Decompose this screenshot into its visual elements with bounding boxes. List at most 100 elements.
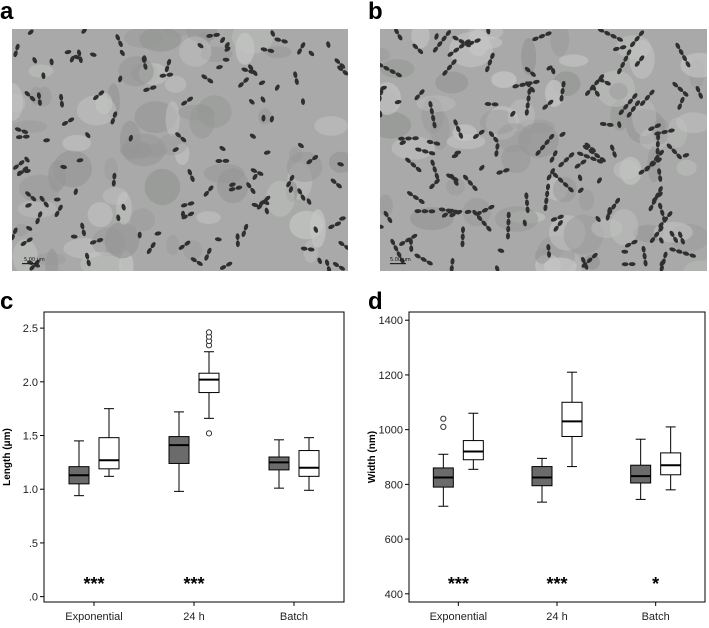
bacterium: [297, 142, 304, 149]
bacterium-cell: [15, 43, 20, 51]
micrograph-halo: [265, 180, 295, 217]
bacterium-cell: [288, 186, 294, 193]
bacterium: [654, 128, 675, 136]
bacterium-cell: [228, 187, 236, 192]
bacterium-cell: [59, 93, 64, 101]
bacterium: [297, 188, 306, 201]
bacterium-cell: [263, 200, 270, 206]
bacterium-cell: [568, 186, 574, 193]
bacterium: [248, 99, 255, 105]
bacterium-cell: [550, 217, 558, 222]
bacterium: [641, 245, 648, 267]
bacterium: [269, 115, 274, 123]
bacterium: [659, 260, 665, 267]
bacterium-cell: [432, 46, 439, 53]
bacterium: [399, 140, 407, 145]
bacterium-cell: [460, 240, 465, 248]
bacterium-cell: [313, 226, 319, 233]
bacterium: [172, 147, 179, 153]
bacterium: [219, 261, 233, 270]
bacterium-cell: [61, 120, 69, 126]
bacterium-cell: [30, 195, 37, 202]
bacterium-cell: [81, 29, 87, 34]
micrograph-halo: [118, 56, 154, 87]
bacterium: [235, 233, 240, 248]
bacterium-cell: [580, 159, 587, 165]
bacterium: [672, 81, 689, 97]
bacterium: [263, 200, 270, 206]
bacterium-cell: [449, 212, 456, 218]
bacterium-cell: [677, 103, 682, 110]
bacterium-cell: [532, 79, 540, 84]
bacterium: [286, 174, 295, 188]
bacterium-cell: [241, 67, 249, 72]
bacterium: [390, 238, 405, 264]
bacterium-cell: [626, 49, 632, 56]
bacterium-cell: [621, 249, 629, 254]
bacterium-cell: [26, 225, 33, 231]
bacterium-cell: [639, 55, 645, 62]
bacterium-cell: [449, 264, 454, 271]
bacterium-cell: [389, 69, 396, 74]
bacterium: [488, 131, 499, 143]
bacterium-cell: [197, 43, 204, 49]
bacterium-cell: [207, 247, 212, 255]
bacterium-cell: [53, 197, 61, 202]
bacterium-cell: [491, 102, 499, 107]
bacterium-cell: [190, 175, 195, 182]
micrograph-halo: [380, 82, 402, 115]
bacterium-cell: [180, 136, 187, 143]
bacterium-cell: [37, 211, 43, 218]
bacterium: [60, 164, 67, 170]
bacterium-cell: [660, 209, 665, 216]
bacterium: [609, 144, 617, 158]
bacterium-cell: [328, 224, 335, 230]
bacterium-cell: [306, 198, 312, 205]
bacterium: [116, 214, 121, 222]
bacterium: [546, 244, 552, 258]
bacterium-cell: [452, 176, 459, 182]
bacterium-cell: [582, 144, 589, 150]
bacterium-cell: [680, 96, 685, 104]
bacterium: [464, 209, 472, 214]
bacterium: [111, 172, 117, 187]
bacterium-cell: [525, 81, 531, 88]
bacterium-cell: [558, 161, 565, 168]
bacterium: [394, 100, 402, 105]
bacterium: [89, 52, 97, 57]
bacterium: [677, 231, 685, 245]
bacterium-cell: [297, 142, 304, 149]
bacterium: [229, 182, 236, 187]
bacterium: [549, 150, 558, 163]
bacterium: [495, 265, 500, 271]
micrograph-halo: [314, 116, 348, 136]
bacterium-cell: [654, 231, 660, 238]
bacterium: [414, 89, 425, 101]
bacterium-cell: [437, 41, 443, 47]
bacterium-cell: [286, 181, 291, 188]
bacterium-cell: [680, 237, 685, 245]
bacterium: [317, 257, 322, 265]
y-tick-label: 600: [385, 534, 403, 546]
micrograph-halo: [619, 156, 642, 185]
bacterium: [428, 101, 437, 129]
bacterium-cell: [434, 178, 440, 185]
bacterium-cell: [118, 75, 123, 83]
chart-width-svg: 400 600 800 1000 1200 1400 Width (nm) Exponenti…: [367, 311, 706, 623]
bacterium-cell: [164, 65, 170, 73]
bacterium: [339, 216, 346, 221]
bacterium: [591, 84, 600, 97]
bacterium-cell: [137, 231, 142, 239]
bacterium: [146, 242, 156, 255]
bacterium-cell: [624, 242, 632, 248]
bacterium: [383, 210, 393, 224]
bacterium-cell: [562, 182, 569, 188]
bacterium-cell: [380, 88, 384, 96]
bacterium: [85, 252, 91, 267]
micrograph-halo: [166, 234, 180, 256]
bacterium-cell: [662, 216, 667, 223]
micrograph-halo: [62, 134, 91, 152]
bacterium: [250, 168, 264, 176]
bacterium: [434, 33, 439, 40]
bacterium-cell: [472, 133, 479, 139]
